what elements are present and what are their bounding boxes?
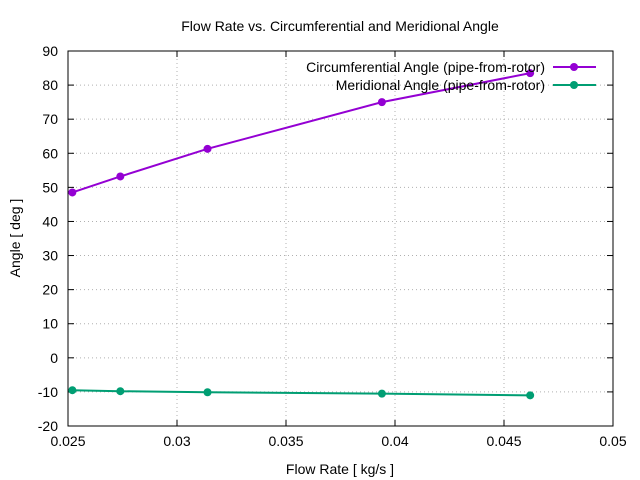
axis-ticks: 0.025 0.03 0.035 0.04 0.045 0.05 -20 -10 0 10 20 30… <box>38 43 627 449</box>
data-point <box>68 188 77 197</box>
y-tick-label: 20 <box>42 282 58 298</box>
y-axis-label: Angle [ deg ] <box>7 199 23 278</box>
series-group <box>68 69 535 400</box>
x-axis-label: Flow Rate [ kg/s ] <box>286 461 394 477</box>
x-tick-label: 0.05 <box>599 433 626 449</box>
x-tick-label: 0.035 <box>268 433 303 449</box>
legend-swatch-point <box>570 63 578 71</box>
legend-label: Circumferential Angle (pipe-from-rotor) <box>306 59 545 75</box>
y-tick-label: 60 <box>42 145 58 161</box>
series-line-1 <box>72 389 531 397</box>
x-tick-label: 0.04 <box>381 433 408 449</box>
y-tick-label: 40 <box>42 213 58 229</box>
y-tick-label: 10 <box>42 316 58 332</box>
x-tick-label: 0.025 <box>50 433 85 449</box>
chart-title: Flow Rate vs. Circumferential and Meridi… <box>181 18 499 34</box>
grid <box>68 51 613 426</box>
y-tick-label: 50 <box>42 179 58 195</box>
x-tick-label: 0.045 <box>486 433 521 449</box>
y-tick-label: 0 <box>50 350 58 366</box>
data-point <box>377 98 386 107</box>
y-tick-label: -20 <box>38 418 58 434</box>
x-tick-label: 0.03 <box>163 433 190 449</box>
y-tick-label: 80 <box>42 77 58 93</box>
data-point <box>116 387 125 396</box>
data-point <box>526 391 535 400</box>
data-point <box>203 144 212 153</box>
y-tick-label: -10 <box>38 384 58 400</box>
legend-label: Meridional Angle (pipe-from-rotor) <box>336 77 545 93</box>
data-point <box>203 388 212 397</box>
y-tick-label: 30 <box>42 248 58 264</box>
data-point <box>68 386 77 395</box>
legend-swatch-point <box>570 81 578 89</box>
y-tick-label: 90 <box>42 43 58 59</box>
data-point <box>116 172 125 181</box>
legend: Circumferential Angle (pipe-from-rotor) M… <box>306 59 596 93</box>
plot-frame <box>67 50 614 427</box>
data-point <box>377 389 386 398</box>
y-tick-label: 70 <box>42 111 58 127</box>
data-point <box>526 69 535 78</box>
